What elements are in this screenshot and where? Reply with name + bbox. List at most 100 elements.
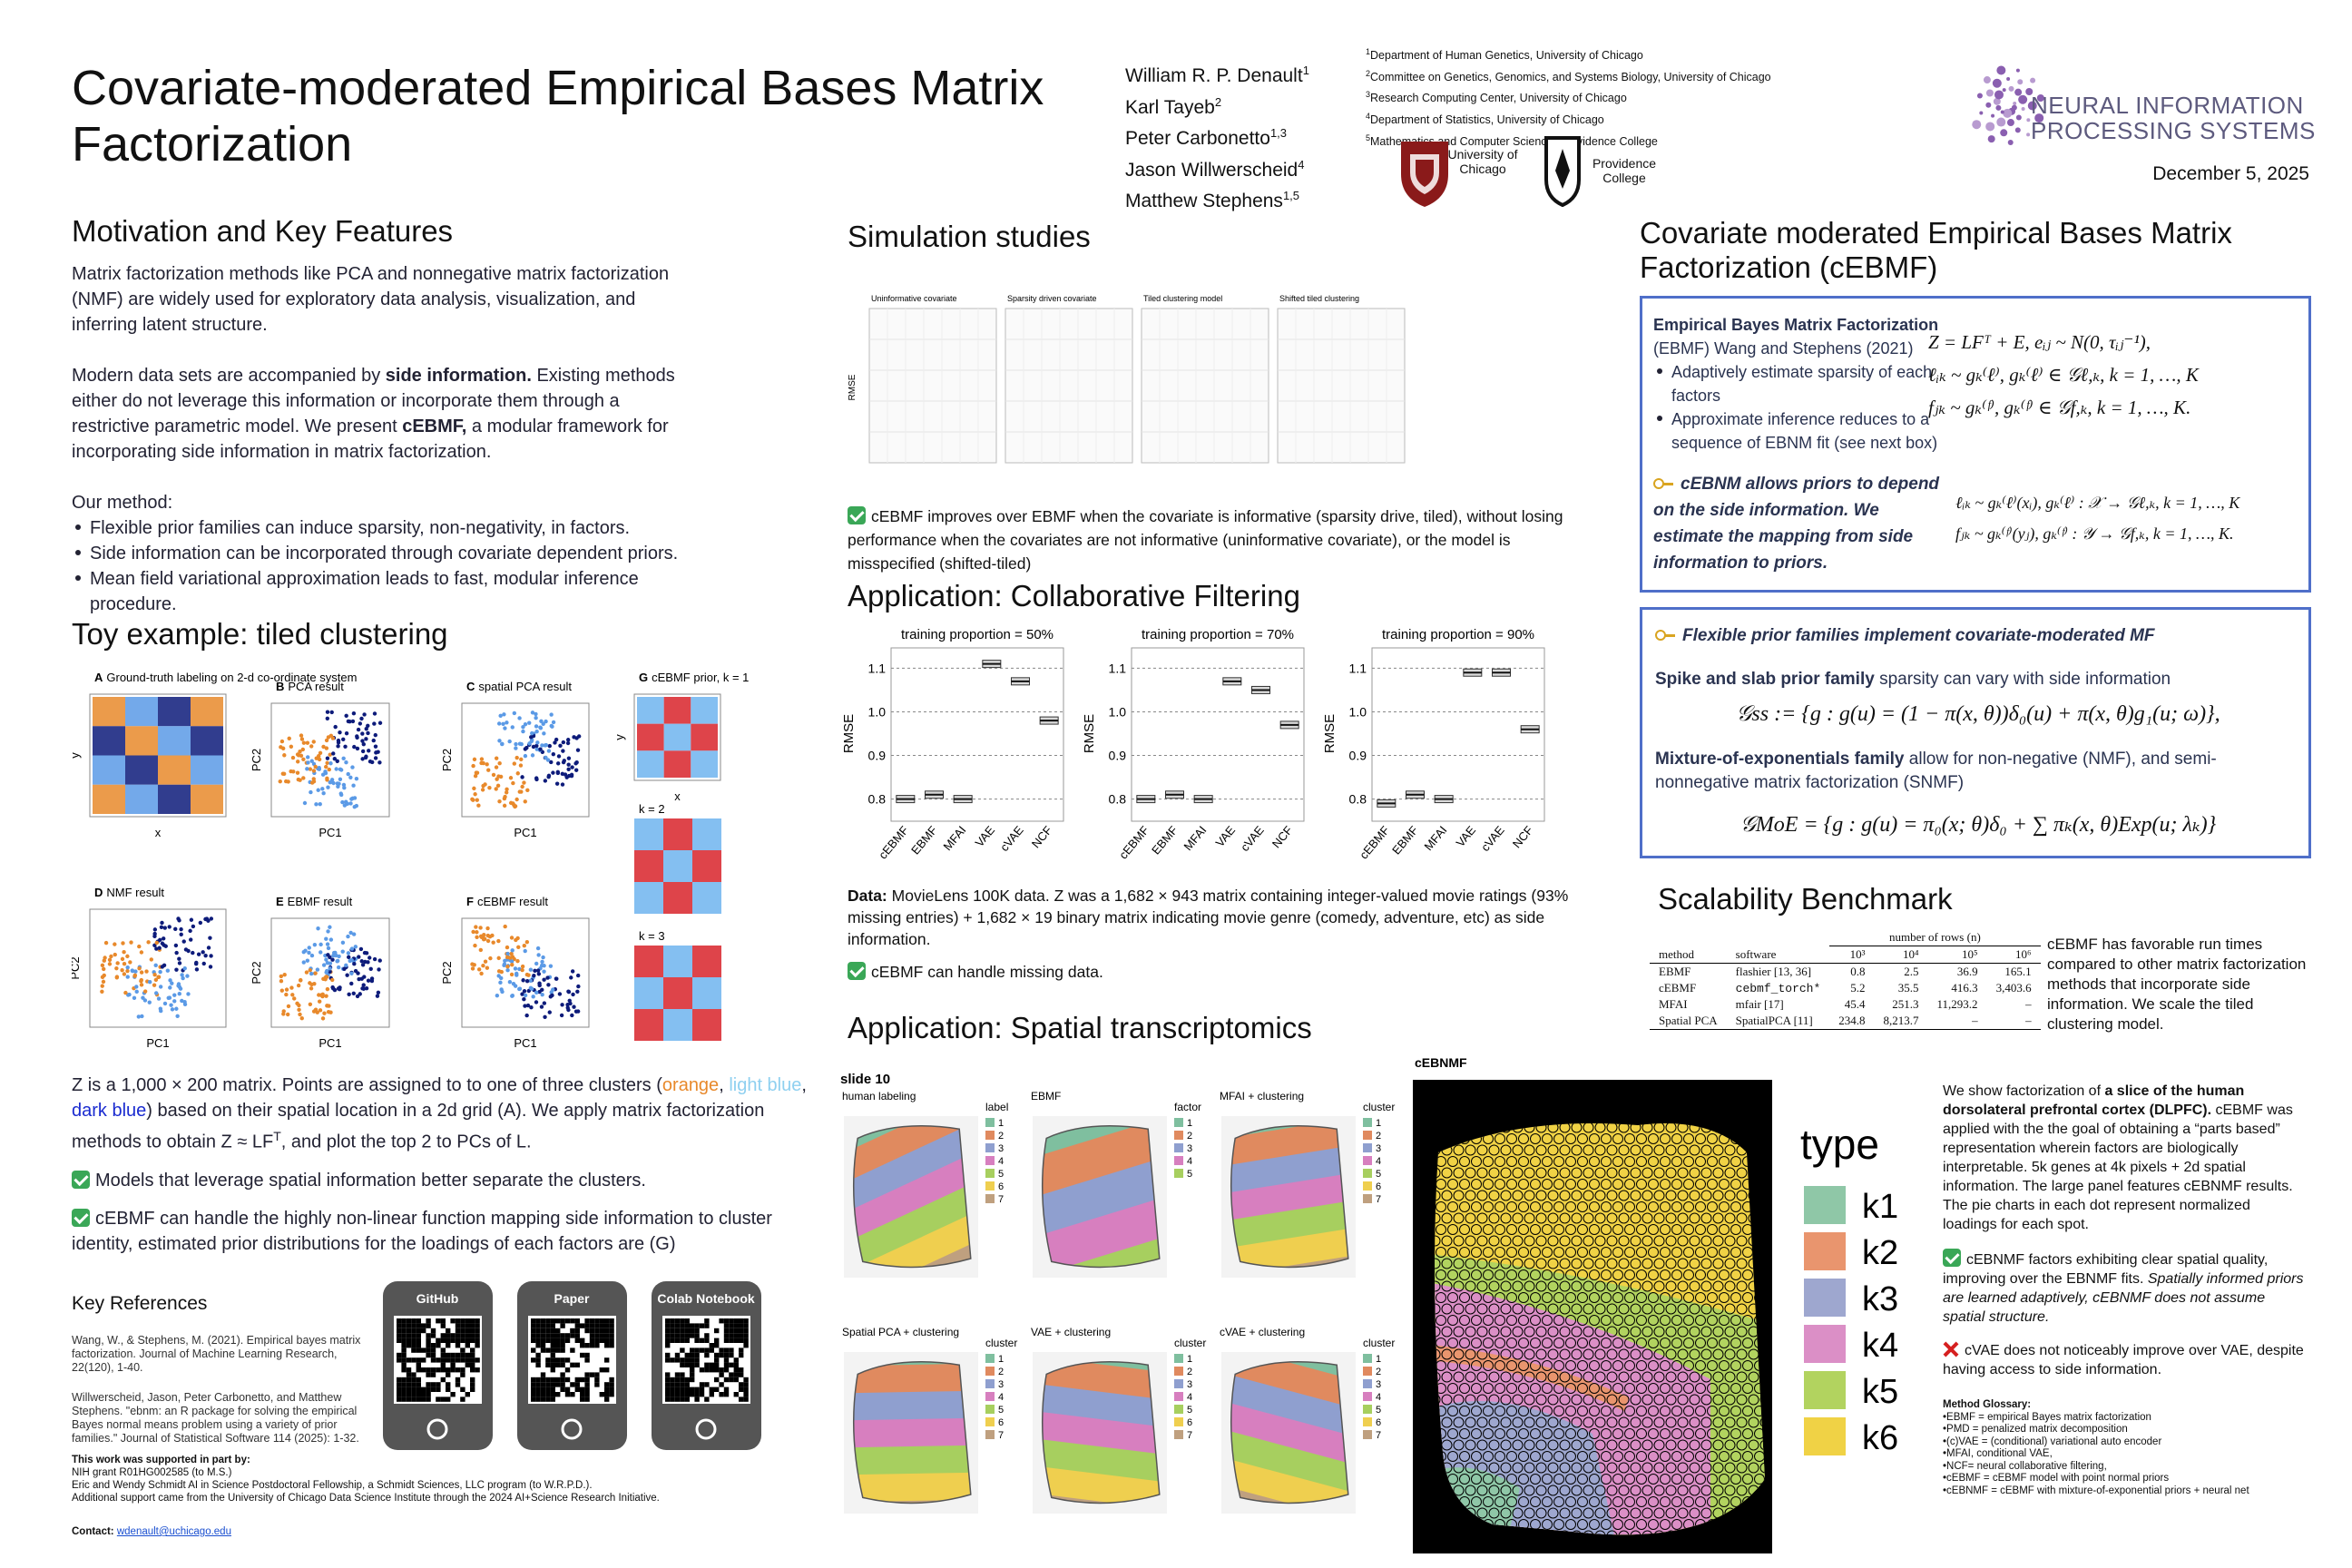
spot-outline <box>1483 1201 1494 1212</box>
table-head: number of rows (n) method software 10³ 10⁴ 10… <box>1650 929 2041 964</box>
qr-cell <box>406 1392 412 1397</box>
spot-outline <box>1565 1519 1576 1530</box>
qr-cell <box>743 1333 749 1338</box>
spot-outline <box>1483 1224 1494 1235</box>
dot <box>523 753 528 759</box>
spot-outline <box>1436 1247 1446 1258</box>
dot <box>520 967 524 973</box>
legend-swatch <box>1174 1118 1183 1127</box>
spot-outline <box>1589 1383 1600 1394</box>
spot-outline <box>1618 1348 1630 1360</box>
section-title: Scalability Benchmark <box>1658 882 1953 916</box>
dot <box>320 787 325 791</box>
qr-phone[interactable]: Paper <box>515 1279 629 1452</box>
panel-frame <box>1277 308 1406 464</box>
dot <box>573 761 578 766</box>
dot <box>360 749 366 754</box>
text-run: cEBMF was applied with the the goal of o… <box>1943 1102 2293 1232</box>
dot <box>301 740 307 745</box>
qr-cell <box>560 1343 565 1348</box>
dot <box>122 949 126 955</box>
dot <box>154 946 159 951</box>
contact-email[interactable]: wdenault@uchicago.edu <box>116 1526 231 1537</box>
dot <box>301 776 306 780</box>
spot-outline <box>1488 1348 1500 1360</box>
dot <box>512 761 517 766</box>
tile <box>158 784 191 814</box>
spot-outline <box>1530 1338 1541 1348</box>
spot-outline <box>1606 1144 1618 1156</box>
qr-cell <box>665 1387 671 1392</box>
dot <box>136 1014 142 1019</box>
qr-cell <box>719 1372 724 1377</box>
qr-cell <box>475 1323 480 1328</box>
spot-outline <box>1601 1406 1612 1416</box>
dot <box>375 994 380 998</box>
spot-outline <box>1518 1360 1529 1371</box>
spot-outline <box>1642 1258 1653 1269</box>
panel-frame <box>868 308 997 464</box>
dot <box>483 782 487 787</box>
dot <box>321 790 326 796</box>
spot-outline <box>1453 1235 1465 1247</box>
spot-outline <box>1488 1303 1500 1315</box>
tile <box>634 850 663 882</box>
qr-cell <box>397 1318 402 1324</box>
spot-outline <box>1689 1235 1700 1247</box>
spot-outline <box>1530 1496 1541 1507</box>
dot <box>354 776 359 781</box>
qr-phone[interactable]: GitHub <box>381 1279 495 1452</box>
qr-cell <box>570 1362 575 1367</box>
qr-cell <box>545 1382 551 1387</box>
dot <box>154 940 159 946</box>
qr-cell <box>460 1328 466 1334</box>
spot-outline <box>1677 1235 1689 1247</box>
dot <box>350 719 356 724</box>
spot-outline <box>1483 1269 1494 1280</box>
spot-outline <box>1671 1519 1682 1530</box>
dot <box>534 715 538 720</box>
spot-outline <box>1553 1338 1564 1348</box>
qr-cell <box>584 1357 590 1363</box>
qr-cell <box>670 1392 675 1397</box>
spot-outline <box>1542 1247 1553 1258</box>
spot-outline <box>1677 1348 1689 1360</box>
spot-outline <box>1465 1280 1476 1292</box>
dot <box>100 984 104 988</box>
dot <box>575 1009 581 1014</box>
dot <box>311 740 316 744</box>
legend-swatch <box>1363 1131 1372 1140</box>
qr-phone[interactable]: Colab Notebook <box>650 1279 763 1452</box>
qr-cell <box>430 1328 436 1334</box>
spot-outline <box>1565 1156 1576 1167</box>
spot-outline <box>1441 1280 1453 1292</box>
spot-outline <box>1577 1315 1588 1326</box>
spot-outline <box>1483 1474 1494 1485</box>
qr-cell <box>406 1338 412 1343</box>
spot-outline <box>1547 1258 1559 1269</box>
qr-cell <box>694 1323 700 1328</box>
spot-outline <box>1671 1269 1682 1280</box>
qr-cell <box>580 1387 585 1392</box>
spot-outline <box>1618 1212 1630 1224</box>
qr-cell <box>426 1352 431 1358</box>
qr-cell <box>670 1357 675 1363</box>
spot-outline <box>1660 1474 1671 1485</box>
x-tick-label: NCF <box>1269 823 1296 850</box>
dot <box>320 1016 326 1021</box>
dot <box>153 977 159 983</box>
section-title: Covariate moderated Empirical Bases Matr… <box>1640 216 2232 284</box>
qr-cell <box>670 1396 675 1402</box>
dot <box>497 739 502 743</box>
spot-outline <box>1772 1213 1774 1223</box>
dot <box>487 785 492 790</box>
qr-cell <box>450 1392 456 1397</box>
qr-cell <box>580 1343 585 1348</box>
tile <box>637 750 664 778</box>
dot <box>510 994 514 998</box>
spot-outline <box>1577 1133 1588 1144</box>
dot <box>170 981 174 985</box>
link-label: GitHub <box>416 1291 459 1306</box>
